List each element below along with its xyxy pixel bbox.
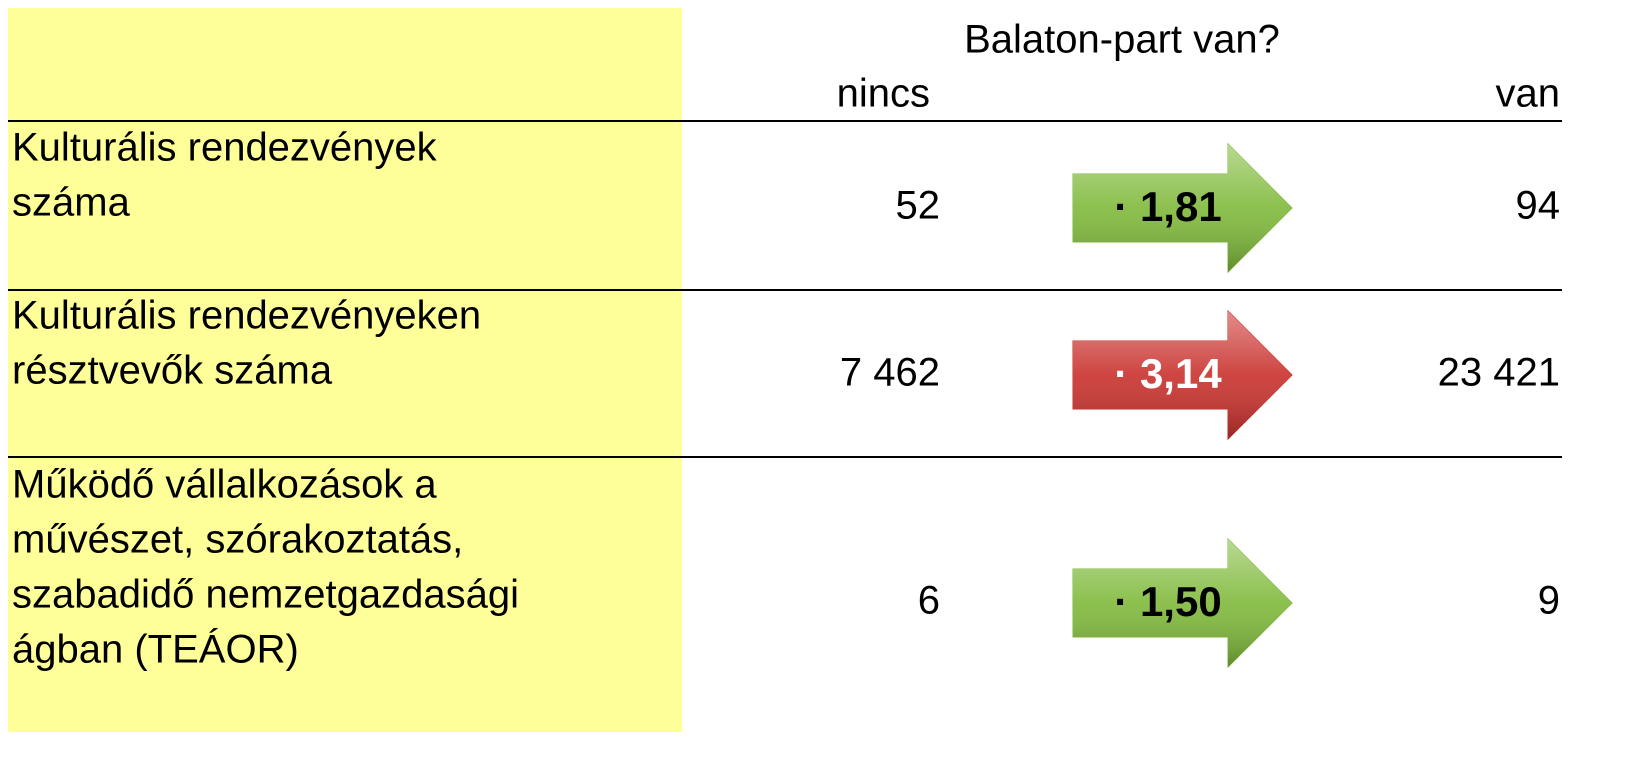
value-without: 52 (896, 184, 941, 228)
row-label: Működő vállalkozások a (12, 463, 437, 507)
label-panel (8, 8, 682, 732)
value-without: 6 (918, 579, 940, 623)
row-label: művészet, szórakoztatás, (12, 518, 463, 562)
arrow-sheen (1073, 144, 1292, 272)
value-with: 94 (1516, 184, 1561, 228)
arrow-sheen (1073, 311, 1292, 439)
value-with: 23 421 (1438, 351, 1560, 395)
value-with: 9 (1538, 579, 1560, 623)
arrow-sheen (1073, 539, 1292, 667)
row-label: szabadidő nemzetgazdasági (12, 573, 519, 617)
factor: · 3,14 (1114, 350, 1222, 397)
row-label: Kulturális rendezvényeken (12, 294, 481, 338)
row-label: Kulturális rendezvények (12, 126, 438, 170)
row-label: ágban (TEÁOR) (12, 627, 299, 672)
factor: · 1,50 (1114, 578, 1221, 625)
column-header: van (1496, 72, 1561, 116)
row-label: száma (12, 181, 131, 225)
factor: · 1,81 (1114, 183, 1221, 230)
column-header: nincs (837, 72, 930, 116)
value-without: 7 462 (840, 351, 940, 395)
header-title: Balaton-part van? (964, 18, 1280, 62)
row-label: résztvevők száma (12, 349, 333, 393)
